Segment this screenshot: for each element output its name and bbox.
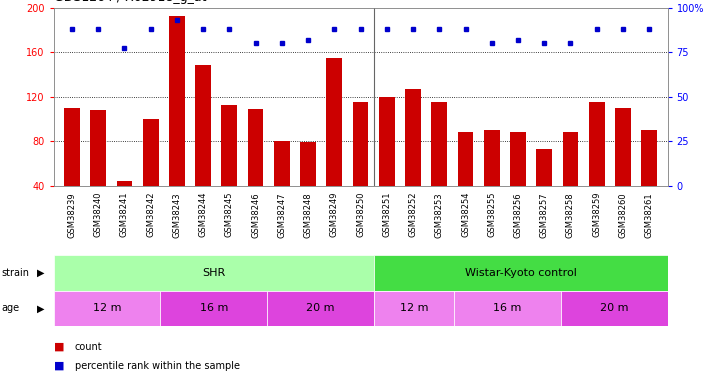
Bar: [615, 108, 631, 230]
Bar: [64, 108, 80, 230]
Bar: [90, 110, 106, 230]
Bar: [484, 130, 500, 230]
Bar: [563, 132, 578, 230]
Text: 16 m: 16 m: [199, 303, 228, 313]
Bar: [300, 142, 316, 230]
Bar: [454, 291, 560, 326]
Bar: [54, 291, 161, 326]
Bar: [248, 109, 263, 230]
Bar: [589, 102, 605, 230]
Text: 16 m: 16 m: [493, 303, 522, 313]
Text: ▶: ▶: [37, 303, 45, 313]
Text: percentile rank within the sample: percentile rank within the sample: [75, 361, 240, 370]
Bar: [379, 97, 395, 230]
Bar: [536, 149, 552, 230]
Bar: [510, 132, 526, 230]
Text: age: age: [1, 303, 19, 313]
Bar: [169, 16, 185, 230]
Text: count: count: [75, 342, 103, 352]
Bar: [274, 141, 290, 230]
Text: 20 m: 20 m: [306, 303, 335, 313]
Bar: [374, 255, 668, 291]
Text: ■: ■: [54, 342, 64, 352]
Bar: [405, 89, 421, 230]
Bar: [353, 102, 368, 230]
Bar: [221, 105, 237, 230]
Text: GDS1264 / X02918_g_at: GDS1264 / X02918_g_at: [54, 0, 206, 4]
Bar: [374, 291, 454, 326]
Bar: [326, 58, 342, 230]
Text: 12 m: 12 m: [93, 303, 121, 313]
Bar: [116, 181, 132, 230]
Text: Wistar-Kyoto control: Wistar-Kyoto control: [465, 268, 577, 278]
Bar: [641, 130, 657, 230]
Bar: [195, 65, 211, 230]
Bar: [458, 132, 473, 230]
Text: SHR: SHR: [202, 268, 226, 278]
Bar: [143, 119, 159, 230]
Bar: [54, 255, 374, 291]
Text: strain: strain: [1, 268, 29, 278]
Text: 20 m: 20 m: [600, 303, 628, 313]
Text: ■: ■: [54, 361, 64, 370]
Bar: [560, 291, 668, 326]
Text: 12 m: 12 m: [400, 303, 428, 313]
Bar: [161, 291, 267, 326]
Bar: [267, 291, 374, 326]
Bar: [431, 102, 447, 230]
Text: ▶: ▶: [37, 268, 45, 278]
